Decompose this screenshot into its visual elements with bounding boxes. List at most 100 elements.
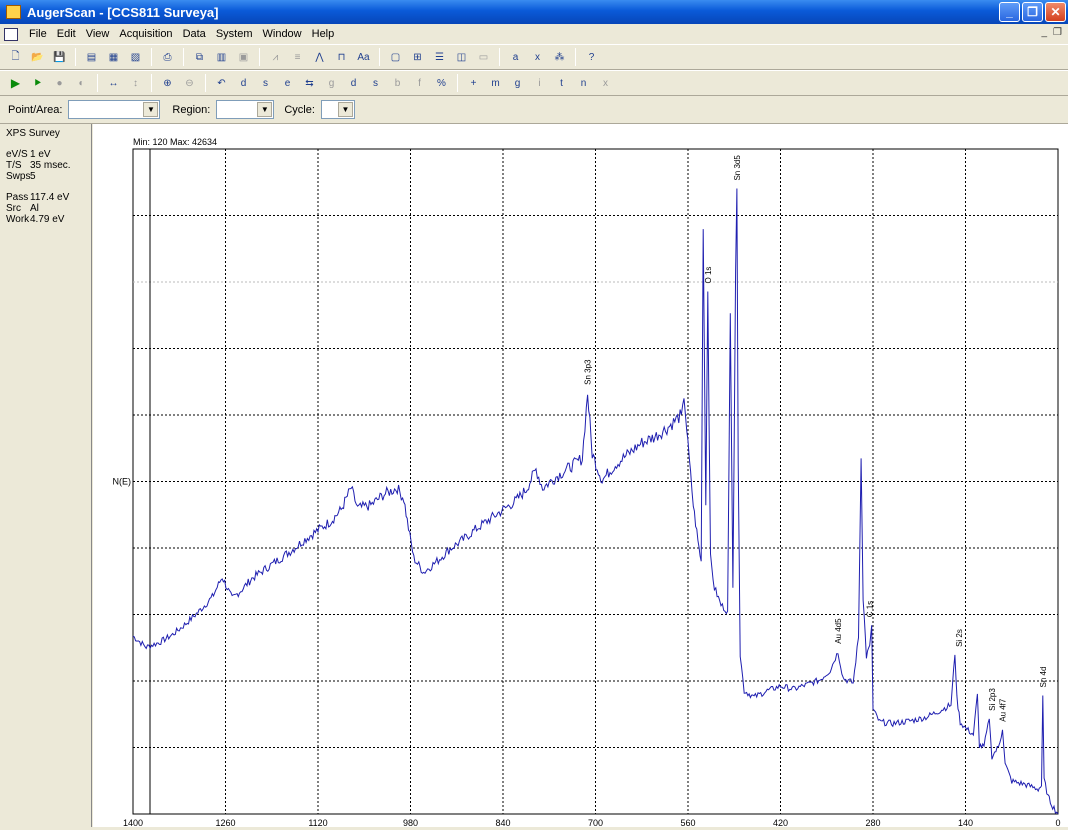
document-icon[interactable]	[4, 27, 18, 41]
region-select[interactable]: ▼	[216, 100, 275, 119]
menu-view[interactable]: View	[85, 28, 110, 40]
chevron-down-icon[interactable]: ▼	[143, 102, 159, 117]
zoom-out-icon[interactable]: ⊖	[185, 77, 194, 89]
acquire-icon[interactable]: ▶	[10, 76, 21, 90]
cycle-label: Cycle:	[284, 103, 315, 116]
x-tick-label: 420	[773, 818, 788, 827]
sat-icon[interactable]: s	[373, 77, 378, 89]
peak-label: Au 4d5	[834, 618, 843, 644]
x-tick-label: 980	[403, 818, 418, 827]
bkg-icon[interactable]: b	[394, 77, 401, 89]
param-value: 4.79 eV	[30, 214, 65, 225]
new-icon[interactable]: 🗋	[11, 50, 20, 62]
contract-icon[interactable]: ↕	[133, 77, 138, 89]
abs-icon[interactable]: a	[512, 51, 519, 63]
spectrum-series-line	[132, 188, 1059, 815]
overlay-icon[interactable]: ⩘	[272, 51, 279, 63]
menu-help[interactable]: Help	[311, 28, 335, 40]
peak-label: Si 2s	[955, 629, 964, 647]
paste-icon[interactable]: ▥	[216, 51, 227, 63]
menu-system[interactable]: System	[215, 28, 253, 40]
sm-icon[interactable]: s	[263, 77, 268, 89]
peak-label: O 1s	[704, 267, 713, 284]
param-key: Src	[6, 203, 21, 214]
min-max-readout: Min: 120 Max: 42634	[133, 137, 217, 147]
param-row: Src Al	[6, 203, 85, 214]
save-icon[interactable]: 💾	[53, 51, 66, 63]
x-tick-label: 840	[495, 818, 510, 827]
param-key: T/S	[6, 160, 22, 171]
spectrum-plot-area[interactable]: 1400 1260 1120 980 840 700 560 420 280 140 0 Min: 1…	[93, 124, 1068, 828]
param-key: eV/S	[6, 149, 28, 160]
processing-toolbar: ▶ ⯈ ● ◐ ↔ ↕ ⊕ ⊖ ↶ d s e ⇆ g d s b f% + m g i t n x	[0, 70, 1068, 96]
list-icon[interactable]: ☰	[435, 51, 444, 63]
menu-bar: File Edit View Acquisition Data System Window H…	[0, 24, 1068, 44]
menu-items: File Edit View Acquisition Data System Window H…	[24, 28, 339, 40]
mdi-controls: _ ❐	[1041, 27, 1062, 38]
aes-icon[interactable]: ⁂	[554, 51, 565, 63]
stg-icon[interactable]: t	[560, 77, 563, 89]
point-area-label: Point/Area:	[8, 103, 63, 116]
clipboard-icon[interactable]: ▣	[238, 51, 249, 63]
open-icon[interactable]: 📂	[31, 51, 44, 63]
maximize-icon[interactable]: ❐	[1022, 2, 1043, 22]
mdi-restore-icon[interactable]: ❐	[1053, 27, 1062, 38]
nt-icon[interactable]: n	[580, 77, 587, 89]
point-area-select[interactable]: ▼	[68, 100, 161, 119]
grid-icon[interactable]: ⊞	[413, 51, 422, 63]
label-icon[interactable]: ⊓	[337, 51, 346, 63]
minimize-icon[interactable]: _	[999, 2, 1020, 22]
menu-edit[interactable]: Edit	[56, 28, 76, 40]
x-tick-label: 1400	[123, 818, 143, 827]
export-icon[interactable]: ▦	[108, 51, 119, 63]
x-tick-label: 700	[588, 818, 603, 827]
app-icon	[6, 5, 21, 19]
xps-icon[interactable]: x	[535, 51, 540, 63]
ion-icon[interactable]: i	[538, 77, 541, 89]
percent-icon[interactable]: %	[437, 77, 446, 89]
eps-icon[interactable]: e	[284, 77, 291, 89]
acquire-multi-icon[interactable]: ⯈	[32, 75, 43, 90]
pause-icon[interactable]: ◐	[78, 77, 85, 89]
peak-icon[interactable]: ⋀	[315, 51, 324, 63]
dif-icon[interactable]: d	[240, 77, 247, 89]
expand-icon[interactable]: ↔	[108, 77, 119, 89]
xfg-icon[interactable]: x	[603, 77, 608, 89]
chart-icon[interactable]: ◫	[456, 51, 467, 63]
stack-icon[interactable]: ≡	[294, 51, 301, 63]
peak-label: Sn 4d	[1039, 667, 1048, 688]
copy-icon[interactable]: ⧉	[195, 51, 204, 63]
y-axis-label: N(E)	[113, 477, 132, 487]
region-label: Region:	[172, 103, 211, 116]
mul-icon[interactable]: m	[491, 77, 500, 89]
param-row: eV/S 1 eV	[6, 149, 85, 160]
dgs-icon[interactable]: g	[328, 77, 335, 89]
close-icon[interactable]: ✕	[1045, 2, 1066, 22]
help-icon[interactable]: ?	[588, 51, 595, 63]
cycle-select[interactable]: ▼	[320, 100, 355, 119]
undo-icon[interactable]: ↶	[217, 77, 226, 89]
gun-icon[interactable]: g	[514, 77, 521, 89]
menu-data[interactable]: Data	[182, 28, 206, 40]
fit-icon[interactable]: f	[418, 77, 421, 89]
x-tick-label: 1260	[215, 818, 235, 827]
stop-icon[interactable]: ●	[56, 77, 63, 89]
dec-icon[interactable]: d	[350, 77, 357, 89]
title-bar[interactable]: AugerScan - [CCS811 Surveya] _ ❐ ✕	[0, 0, 1068, 24]
font-icon[interactable]: Aa	[357, 51, 370, 63]
print-setup-icon[interactable]: ▧	[130, 51, 141, 63]
shift-icon[interactable]: ⇆	[305, 77, 314, 89]
add-icon[interactable]: +	[470, 77, 477, 89]
chevron-down-icon[interactable]: ▼	[337, 102, 353, 117]
window-icon[interactable]: ▭	[478, 51, 489, 63]
zoom-in-icon[interactable]: ⊕	[163, 77, 172, 89]
mdi-minimize-icon[interactable]: _	[1041, 27, 1048, 38]
menu-acquisition[interactable]: Acquisition	[119, 28, 173, 40]
print-icon[interactable]: ⎙	[163, 51, 172, 63]
chevron-down-icon[interactable]: ▼	[257, 102, 273, 117]
print-preview-icon[interactable]: ▤	[86, 51, 97, 63]
menu-file[interactable]: File	[29, 28, 47, 40]
frame-icon[interactable]: ▢	[390, 51, 401, 63]
menu-window[interactable]: Window	[262, 28, 302, 40]
